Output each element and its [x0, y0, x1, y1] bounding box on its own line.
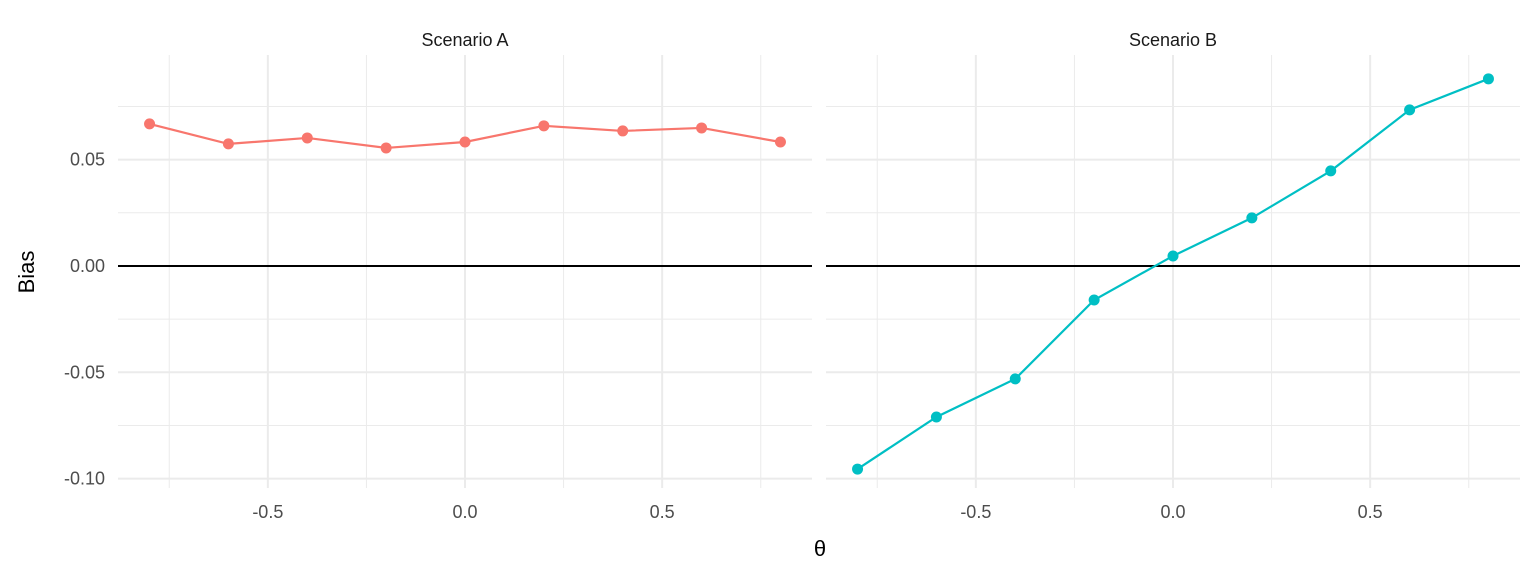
data-point: [222, 138, 234, 150]
data-point: [1404, 104, 1416, 116]
x-axis-label: θ: [814, 536, 826, 561]
y-tick-label: -0.10: [64, 469, 105, 489]
panel-2: Scenario B -0.5 0.0 0.5: [826, 30, 1520, 522]
data-point: [617, 125, 629, 137]
x-tick-label: -0.5: [252, 502, 283, 522]
x-tick-label: 0.5: [1358, 502, 1383, 522]
data-point: [774, 136, 786, 148]
data-point: [1167, 250, 1179, 262]
y-axis-label: Bias: [14, 251, 39, 294]
x-tick-label: 0.5: [650, 502, 675, 522]
x-tick-label: 0.0: [1160, 502, 1185, 522]
data-point: [459, 136, 471, 148]
data-point: [380, 142, 392, 154]
panel-title: Scenario B: [1129, 30, 1217, 50]
data-point: [1246, 212, 1258, 224]
panel-title: Scenario A: [421, 30, 508, 50]
data-point: [1482, 73, 1494, 85]
panel-1: Scenario A -0.5 0.0 0.5: [118, 30, 812, 522]
y-tick-label: -0.05: [64, 362, 105, 382]
data-point: [1325, 165, 1337, 177]
data-point: [696, 122, 708, 134]
data-point: [852, 463, 864, 475]
x-tick-label: 0.0: [452, 502, 477, 522]
data-point: [538, 120, 550, 132]
data-point: [1088, 294, 1100, 306]
data-point: [301, 132, 313, 144]
y-tick-label: 0.00: [70, 256, 105, 276]
y-tick-label: 0.05: [70, 150, 105, 170]
data-point: [144, 118, 156, 130]
data-point: [1009, 373, 1021, 385]
x-tick-label: -0.5: [960, 502, 991, 522]
data-point: [930, 411, 942, 423]
